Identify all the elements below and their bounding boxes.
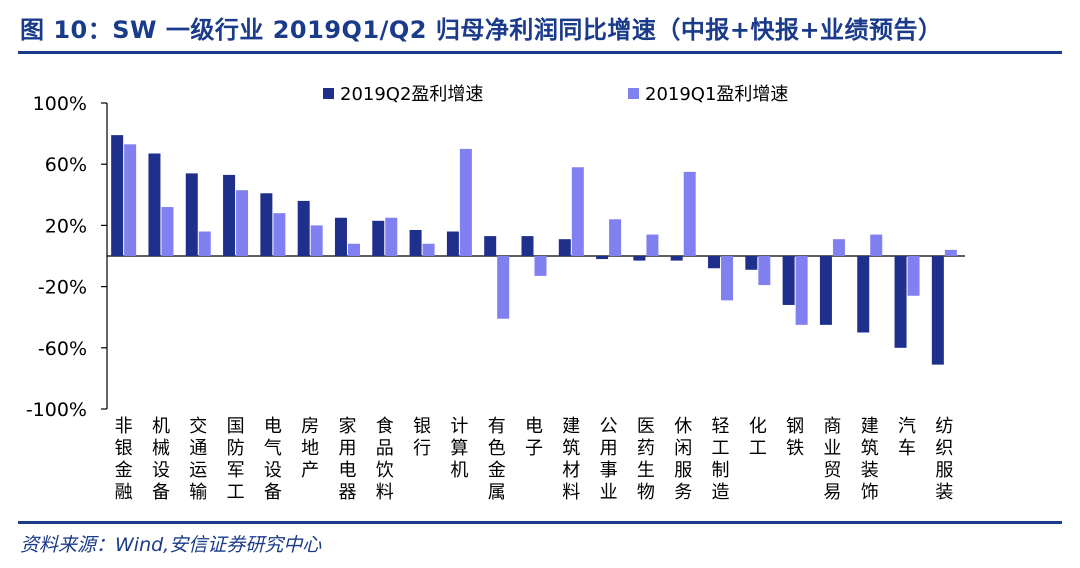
bar-q2	[745, 256, 758, 270]
legend-swatch-q1	[628, 88, 639, 99]
category-label: 公用事业	[600, 416, 618, 503]
category-label: 机械设备	[152, 416, 170, 503]
bar-q2	[372, 220, 385, 256]
category-label: 国防军工	[227, 416, 245, 503]
bar-q1	[347, 243, 360, 256]
y-tick-label: -20%	[38, 277, 87, 299]
bar-q2	[819, 256, 832, 325]
bar-q1	[236, 190, 249, 256]
legend-swatch-q2	[323, 88, 334, 99]
bar-chart: 100% 60% 20% -20% -60% -100% 非银金融 机械设备 交通运输 国防军工 电…	[26, 84, 965, 503]
bar-q2	[596, 256, 609, 260]
y-tick-label: 20%	[45, 215, 87, 237]
bar-q2	[931, 256, 944, 365]
bar-q1	[646, 234, 659, 256]
bar-q2	[521, 236, 534, 256]
category-label: 电子	[525, 416, 543, 459]
bar-q1	[609, 219, 622, 256]
category-label: 汽车	[898, 416, 916, 459]
source-note: 资料来源：Wind,安信证券研究中心	[20, 534, 322, 556]
bar-q2	[409, 229, 422, 256]
category-label: 有色金属	[488, 416, 506, 503]
category-label: 建筑材料	[562, 416, 580, 503]
bar-q2	[484, 236, 497, 256]
bar-q1	[161, 207, 174, 256]
category-label: 化工	[749, 416, 767, 459]
category-label: 交通运输	[189, 416, 207, 503]
bar-q2	[782, 256, 795, 305]
bar-q1	[832, 239, 845, 256]
bar-q2	[111, 135, 124, 256]
bar-q2	[334, 217, 347, 256]
bar-q2	[297, 200, 310, 256]
bar-q1	[198, 231, 211, 256]
bar-q2	[446, 231, 459, 256]
bar-q2	[558, 239, 571, 256]
bar-q1	[534, 256, 547, 276]
bar-q1	[571, 167, 584, 256]
y-tick-label: 100%	[33, 93, 87, 115]
category-label: 家用电器	[338, 416, 356, 503]
bar-q1	[907, 256, 920, 296]
footer-rule	[18, 521, 1062, 524]
bar-q1	[459, 148, 472, 256]
category-label: 银行	[413, 416, 431, 459]
bar-q1	[497, 256, 510, 319]
bar-q2	[857, 256, 870, 333]
bar-q2	[148, 153, 161, 256]
bar-q1	[870, 234, 883, 256]
bar-q2	[633, 256, 646, 261]
legend-label-q1: 2019Q1盈利增速	[645, 84, 788, 105]
category-label: 电气设备	[264, 416, 282, 503]
category-label: 商业贸易	[823, 416, 841, 503]
title-rule	[18, 51, 1062, 54]
category-label: 建筑装饰	[861, 416, 879, 503]
bar-q2	[708, 256, 721, 269]
category-label: 医药生物	[637, 416, 655, 503]
category-label: 食品饮料	[376, 416, 394, 503]
y-tick-label: -100%	[26, 399, 87, 421]
category-label: 轻工制造	[712, 416, 730, 503]
bar-q2	[223, 174, 236, 256]
category-label: 钢铁	[786, 416, 804, 459]
category-label: 房地产	[301, 416, 319, 481]
category-label: 纺织服装	[935, 416, 953, 503]
bar-q1	[795, 256, 808, 325]
bar-q2	[185, 173, 198, 256]
bar-q1	[422, 243, 435, 256]
bar-q1	[721, 256, 734, 301]
category-label: 休闲服务	[674, 416, 692, 503]
bar-q1	[124, 144, 137, 256]
category-label: 计算机	[450, 416, 468, 481]
bar-q1	[683, 171, 696, 256]
bar-q1	[273, 213, 286, 256]
bar-q1	[385, 217, 398, 256]
chart-title: 图 10：SW 一级行业 2019Q1/Q2 归母净利润同比增速（中报+快报+业…	[20, 16, 943, 44]
legend-label-q2: 2019Q2盈利增速	[340, 84, 483, 105]
bar-q2	[260, 193, 273, 256]
bar-q1	[310, 225, 323, 256]
bar-q2	[894, 256, 907, 348]
category-label: 非银金融	[115, 416, 133, 503]
bar-q2	[670, 256, 683, 261]
bar-q1	[944, 249, 957, 256]
y-tick-label: -60%	[38, 338, 87, 360]
bar-q1	[758, 256, 771, 286]
y-tick-label: 60%	[45, 154, 87, 176]
